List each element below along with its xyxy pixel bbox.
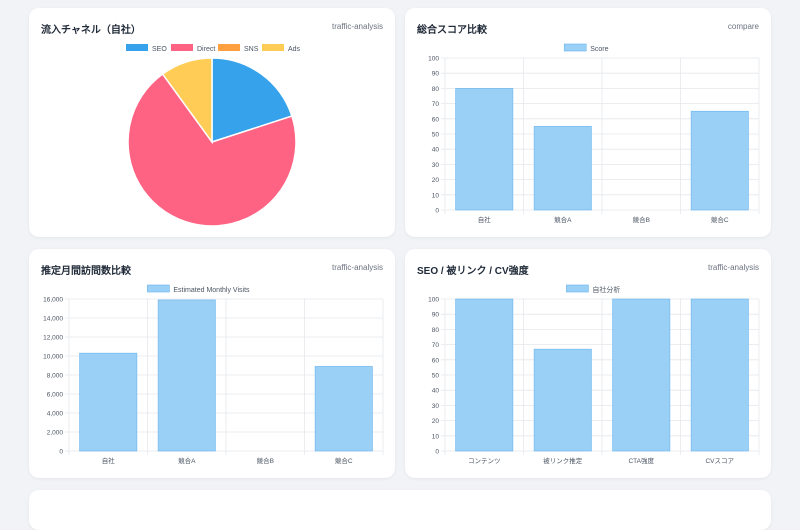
y-tick-label: 10,000 (43, 354, 63, 361)
y-tick-label: 0 (435, 208, 439, 215)
legend-item: Score (563, 43, 609, 53)
bar-0 (79, 352, 138, 452)
bar-3 (690, 298, 749, 452)
card-tag: traffic-analysis (332, 263, 383, 272)
y-tick-label: 70 (432, 342, 440, 349)
x-tick-label: 自社 (102, 456, 116, 465)
bar-1 (157, 299, 216, 452)
card-title: 流入チャネル（自社） (41, 25, 141, 36)
score-compare-card: 総合スコア比較 compare Score 0 10 20 30 40 50 60 70 80 90… (405, 8, 771, 237)
y-tick-label: 6,000 (47, 392, 64, 399)
x-tick-label: 競合A (554, 215, 572, 224)
legend-swatch (563, 43, 587, 52)
card-title: SEO / 被リンク / CV強度 (417, 266, 529, 277)
x-tick-label: 競合B (257, 456, 274, 465)
legend-item: 自社分析 (566, 284, 620, 294)
legend-swatch (171, 44, 193, 51)
card-tag: compare (727, 22, 759, 31)
legend-swatch (566, 284, 589, 293)
x-tick-label: 競合B (633, 215, 650, 224)
y-tick-label: 50 (432, 373, 440, 380)
pie-slice-ads (161, 57, 213, 145)
y-tick-label: 100 (428, 297, 439, 304)
card-tag: traffic-analysis (708, 263, 759, 272)
card-title: 総合スコア比較 (417, 25, 487, 36)
legend-item: Estimated Monthly Visits (147, 284, 250, 294)
y-tick-label: 90 (432, 71, 440, 78)
y-tick-label: 100 (428, 56, 439, 63)
legend-item-sns: SNS (218, 44, 259, 53)
y-tick-label: 60 (432, 357, 440, 364)
y-tick-label: 14,000 (43, 316, 63, 323)
y-tick-label: 4,000 (47, 411, 64, 418)
legend-label: SNS (244, 46, 259, 53)
y-tick-label: 40 (432, 388, 440, 395)
bar-1 (533, 348, 592, 452)
x-tick-label: CTA強度 (628, 456, 654, 465)
y-tick-label: 20 (432, 177, 440, 184)
x-tick-label: 競合C (711, 215, 729, 224)
x-tick-label: CVスコア (705, 457, 734, 465)
y-tick-label: 12,000 (43, 335, 63, 342)
y-tick-label: 50 (432, 132, 440, 139)
next-card (29, 490, 771, 530)
legend-swatch (126, 44, 148, 51)
legend-swatch (147, 284, 170, 293)
y-tick-label: 10 (432, 192, 440, 199)
y-tick-label: 60 (432, 116, 440, 123)
card-title: 推定月間訪問数比較 (41, 266, 131, 277)
legend-item-ads: Ads (262, 44, 301, 53)
card-tag: traffic-analysis (332, 22, 383, 31)
bar-0 (455, 298, 514, 452)
y-tick-label: 20 (432, 418, 440, 425)
pie-slice-direct (127, 72, 297, 227)
y-tick-label: 0 (435, 449, 439, 456)
bar-3 (314, 366, 373, 452)
pie-slice-seo (211, 57, 293, 144)
legend-swatch (262, 44, 284, 51)
x-tick-label: コンテンツ (468, 457, 501, 465)
y-tick-label: 10 (432, 433, 440, 440)
monthly-visits-card: 推定月間訪問数比較 traffic-analysis Estimated Mon… (29, 249, 395, 478)
bar-0 (455, 88, 514, 211)
y-tick-label: 30 (432, 162, 440, 169)
y-tick-label: 30 (432, 403, 440, 410)
legend-label: SEO (152, 46, 167, 53)
y-tick-label: 16,000 (43, 297, 63, 304)
legend-label: Estimated Monthly Visits (173, 287, 250, 294)
x-tick-label: 競合A (178, 456, 196, 465)
y-tick-label: 0 (59, 449, 63, 456)
x-tick-label: 被リンク推定 (543, 456, 583, 465)
y-tick-label: 70 (432, 101, 440, 108)
y-tick-label: 80 (432, 86, 440, 93)
x-tick-label: 競合C (335, 456, 353, 465)
legend-label: Score (590, 46, 608, 53)
x-tick-label: 自社 (478, 215, 492, 224)
bar-1 (533, 126, 592, 211)
bar-2 (612, 298, 671, 452)
traffic-channel-card: 流入チャネル（自社） traffic-analysis SEO Direct SNS… (29, 8, 395, 237)
y-tick-label: 40 (432, 147, 440, 154)
monthly-visits-bar-chart: Estimated Monthly Visits 0 2,000 4,000 6,000… (43, 284, 384, 465)
legend-label: 自社分析 (592, 285, 620, 294)
y-tick-label: 80 (432, 327, 440, 334)
legend-item-direct: Direct (171, 44, 215, 53)
legend-label: Ads (288, 46, 301, 53)
traffic-channel-pie-chart: SEO Direct SNS Ads (126, 44, 301, 227)
y-tick-label: 90 (432, 312, 440, 319)
seo-strength-card: SEO / 被リンク / CV強度 traffic-analysis 自社分析 0… (405, 249, 771, 478)
bar-3 (690, 110, 749, 211)
score-bar-chart: Score 0 10 20 30 40 50 60 70 80 90 100 自社 競合A 競合B 競合C (428, 43, 760, 224)
seo-strength-bar-chart: 自社分析 0 10 20 30 40 50 60 70 80 90 100 コンテンツ 被リンク推定 CTA… (428, 284, 760, 465)
legend-label: Direct (197, 46, 215, 53)
y-tick-label: 2,000 (47, 430, 64, 437)
legend-item-seo: SEO (126, 44, 167, 53)
y-tick-label: 8,000 (47, 373, 64, 380)
legend-swatch (218, 44, 240, 51)
